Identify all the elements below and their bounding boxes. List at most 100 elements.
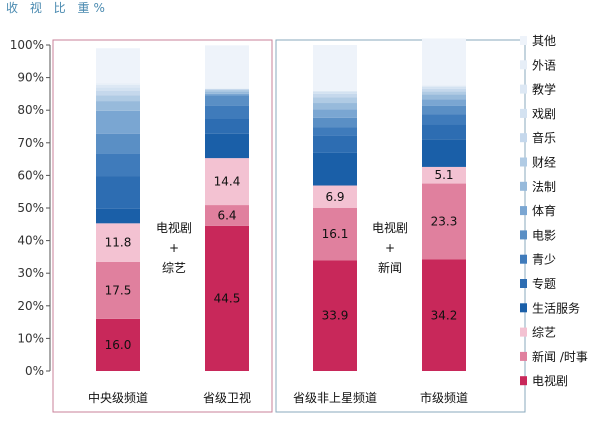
y-tick-label: 0%	[25, 364, 44, 378]
y-tick-label: 10%	[17, 331, 44, 345]
bar-segment	[422, 105, 466, 115]
legend-label: 青少	[532, 253, 556, 267]
bar-segment	[96, 133, 140, 154]
bar-segment	[313, 91, 357, 94]
bar-segment	[313, 117, 357, 128]
bar-segment	[96, 90, 140, 96]
legend-label: 法制	[532, 180, 556, 194]
legend-swatch	[520, 36, 527, 45]
legend-swatch	[520, 376, 527, 386]
bar-segment	[96, 101, 140, 111]
category-label: 市级频道	[420, 390, 468, 405]
legend-label: 新闻 /时事	[532, 349, 588, 364]
group-note: 新闻	[378, 260, 402, 275]
bar-segment	[205, 91, 249, 94]
legend-label: 外语	[532, 58, 556, 72]
category-label: 中央级频道	[88, 390, 148, 405]
bar-segment	[422, 124, 466, 140]
y-tick-label: 30%	[17, 266, 44, 280]
bar-segment	[205, 95, 249, 106]
bar-segment	[313, 90, 357, 92]
legend-label: 财经	[532, 156, 556, 170]
y-tick-label: 50%	[17, 201, 44, 215]
bar-segment	[96, 95, 140, 102]
legend-label: 生活服务	[532, 300, 580, 315]
legend-label: 音乐	[532, 130, 556, 145]
group-note: +	[169, 241, 179, 255]
data-label: 6.4	[217, 208, 236, 222]
bar-segment	[205, 158, 249, 206]
legend-label: 电视剧	[532, 373, 568, 388]
bar-segment	[422, 85, 466, 87]
bar-segment	[422, 94, 466, 100]
bar-segment	[205, 45, 249, 89]
legend-label: 专题	[532, 276, 556, 291]
bar-segment	[422, 38, 466, 86]
y-tick-label: 60%	[17, 168, 44, 182]
group-note: 电视剧	[156, 220, 192, 235]
chart-title: 收 视 比 重%	[6, 0, 109, 15]
bar-segment	[205, 119, 249, 134]
bar-segment	[96, 318, 140, 371]
bar-segment	[422, 91, 466, 95]
y-tick-label: 70%	[17, 136, 44, 150]
data-label: 17.5	[105, 283, 132, 297]
y-tick-label: 100%	[10, 38, 44, 52]
data-label: 34.2	[431, 308, 458, 322]
legend-swatch	[520, 279, 527, 288]
bar-segment	[96, 223, 140, 262]
legend-label: 综艺	[532, 326, 556, 340]
bar-segment	[313, 103, 357, 110]
bar-segment	[96, 84, 140, 88]
bar-segment	[96, 153, 140, 177]
group-frame-2	[275, 39, 526, 413]
legend-swatch	[520, 133, 527, 143]
bar-segment	[313, 127, 357, 136]
bar-segment	[313, 152, 357, 186]
data-label: 6.9	[325, 190, 344, 204]
bar-segment	[96, 208, 140, 224]
bar-segment	[313, 109, 357, 118]
legend-swatch	[520, 230, 527, 240]
bar-segment	[422, 99, 466, 106]
bar-segment	[313, 208, 357, 261]
bar-segment	[422, 139, 466, 167]
legend-swatch	[520, 181, 527, 191]
category-label: 省级卫视	[203, 390, 251, 405]
bar-segment	[205, 93, 249, 96]
legend-swatch	[520, 84, 527, 94]
bar-segment	[313, 45, 357, 91]
bar-segment	[205, 205, 249, 226]
bar-segment	[422, 85, 466, 86]
legend-swatch	[520, 108, 527, 118]
data-label: 16.0	[105, 338, 132, 352]
legend-swatch	[520, 254, 527, 264]
group-frame-1	[52, 39, 273, 413]
y-tick-label: 40%	[17, 234, 44, 248]
bar-segment	[96, 176, 140, 209]
data-label: 11.8	[105, 236, 132, 250]
data-label: 33.9	[322, 309, 349, 323]
y-tick-label: 80%	[17, 103, 44, 117]
legend-swatch	[520, 351, 527, 361]
bar-segment	[313, 97, 357, 104]
legend-swatch	[520, 60, 527, 70]
bar-segment	[205, 89, 249, 92]
bar-segment	[205, 89, 249, 90]
bar-segment	[313, 260, 357, 371]
data-label: 44.5	[214, 291, 241, 305]
y-tick-label: 90%	[17, 71, 44, 85]
legend-swatch	[520, 206, 527, 216]
legend-swatch	[520, 157, 527, 167]
group-note: 综艺	[162, 261, 186, 275]
legend-label: 电影	[532, 228, 556, 242]
bar-segment	[422, 86, 466, 89]
bar-segment	[313, 135, 357, 153]
bar-segment	[96, 83, 140, 85]
data-label: 16.1	[322, 227, 349, 241]
bar-segment	[313, 93, 357, 98]
bar-segment	[422, 259, 466, 371]
data-label: 5.1	[434, 168, 453, 182]
bar-segment	[422, 166, 466, 184]
